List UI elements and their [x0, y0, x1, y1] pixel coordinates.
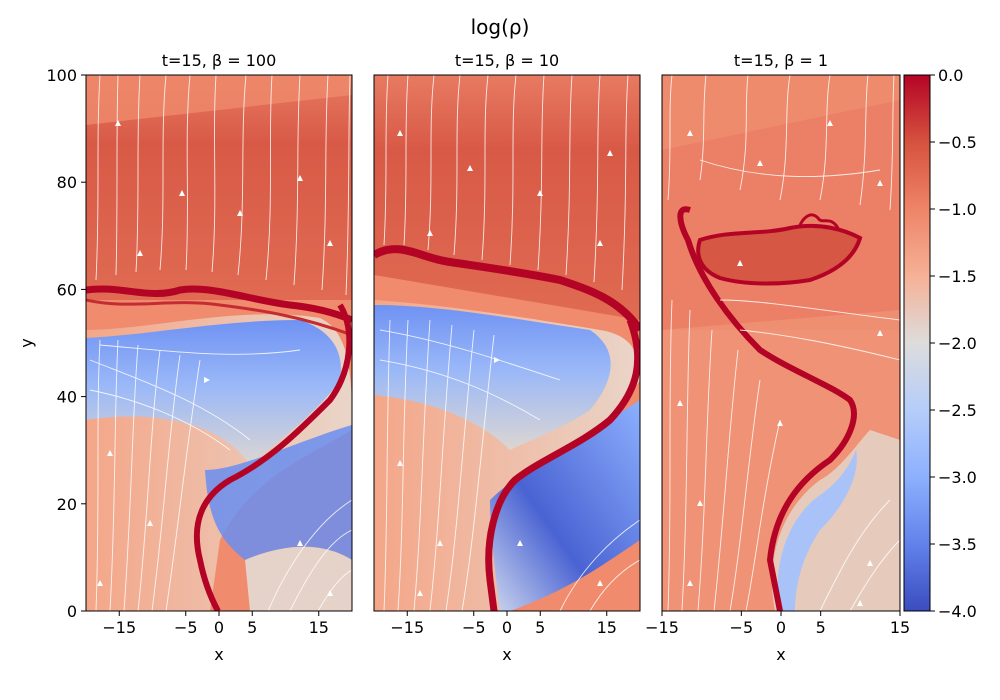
panel-beta-1: t=15, β = 1 [645, 51, 910, 664]
panel-title: t=15, β = 100 [162, 51, 277, 70]
x-tick-label: 5 [816, 618, 826, 637]
panel-title: t=15, β = 1 [734, 51, 828, 70]
density-field [374, 75, 640, 611]
colorbar-tick-label: −2.5 [938, 401, 977, 420]
x-axis: −15 −5 0 5 15 [390, 611, 617, 637]
x-tick-label: 15 [890, 618, 910, 637]
figure-title: log(ρ) [471, 15, 530, 39]
streamline-arrows [677, 120, 883, 606]
y-tick-label: 60 [57, 280, 77, 299]
streamline-arrows [397, 130, 613, 596]
y-tick-label: 80 [57, 173, 77, 192]
x-axis-label: x [502, 645, 511, 664]
colorbar-tick-label: 0.0 [938, 66, 963, 85]
colorbar-tick-label: −2.0 [938, 334, 977, 353]
colorbar-ticks: 0.0 −0.5 −1.0 −1.5 −2.0 −2.5 −3.0 −3.5 −4.0 [930, 66, 977, 621]
y-tick-label: 100 [46, 66, 77, 85]
x-axis-label: x [776, 645, 785, 664]
panel-beta-100: t=15, β = 100 [17, 51, 353, 664]
colorbar-tick-label: −1.5 [938, 267, 977, 286]
y-tick-label: 0 [67, 602, 77, 621]
y-tick-label: 40 [57, 388, 77, 407]
y-axis-label: y [17, 338, 36, 347]
x-tick-label: 15 [597, 618, 617, 637]
colorbar-tick-label: −4.0 [938, 602, 977, 621]
x-axis: −15 −5 0 5 15 [102, 611, 329, 637]
x-tick-label: −15 [390, 618, 424, 637]
streamline-arrows [97, 120, 333, 596]
colorbar-tick-label: −1.0 [938, 200, 977, 219]
colorbar: 0.0 −0.5 −1.0 −1.5 −2.0 −2.5 −3.0 −3.5 −4.0 [903, 66, 977, 621]
y-axis: 0 20 40 60 80 100 [46, 66, 86, 621]
x-tick-label: 0 [776, 618, 786, 637]
x-tick-label: −5 [174, 618, 198, 637]
y-tick-label: 20 [57, 495, 77, 514]
streamlines [379, 75, 640, 611]
x-tick-label: 15 [309, 618, 329, 637]
colorbar-tick-label: −3.5 [938, 535, 977, 554]
x-tick-label: −5 [462, 618, 486, 637]
x-tick-label: 0 [502, 618, 512, 637]
streamlines [667, 75, 900, 611]
streamlines [89, 75, 352, 611]
x-tick-label: −15 [645, 618, 679, 637]
x-tick-label: 5 [247, 618, 257, 637]
x-tick-label: −5 [730, 618, 754, 637]
density-field [86, 75, 352, 611]
panel-title: t=15, β = 10 [455, 51, 559, 70]
panel-beta-10: t=15, β = 10 [373, 51, 641, 664]
x-axis-label: x [214, 645, 223, 664]
x-tick-label: −15 [102, 618, 136, 637]
x-axis: −15 −5 0 5 15 [645, 611, 910, 637]
colorbar-tick-label: −3.0 [938, 468, 977, 487]
x-tick-label: 5 [535, 618, 545, 637]
colorbar-gradient [903, 74, 931, 612]
x-tick-label: 0 [214, 618, 224, 637]
colorbar-tick-label: −0.5 [938, 133, 977, 152]
